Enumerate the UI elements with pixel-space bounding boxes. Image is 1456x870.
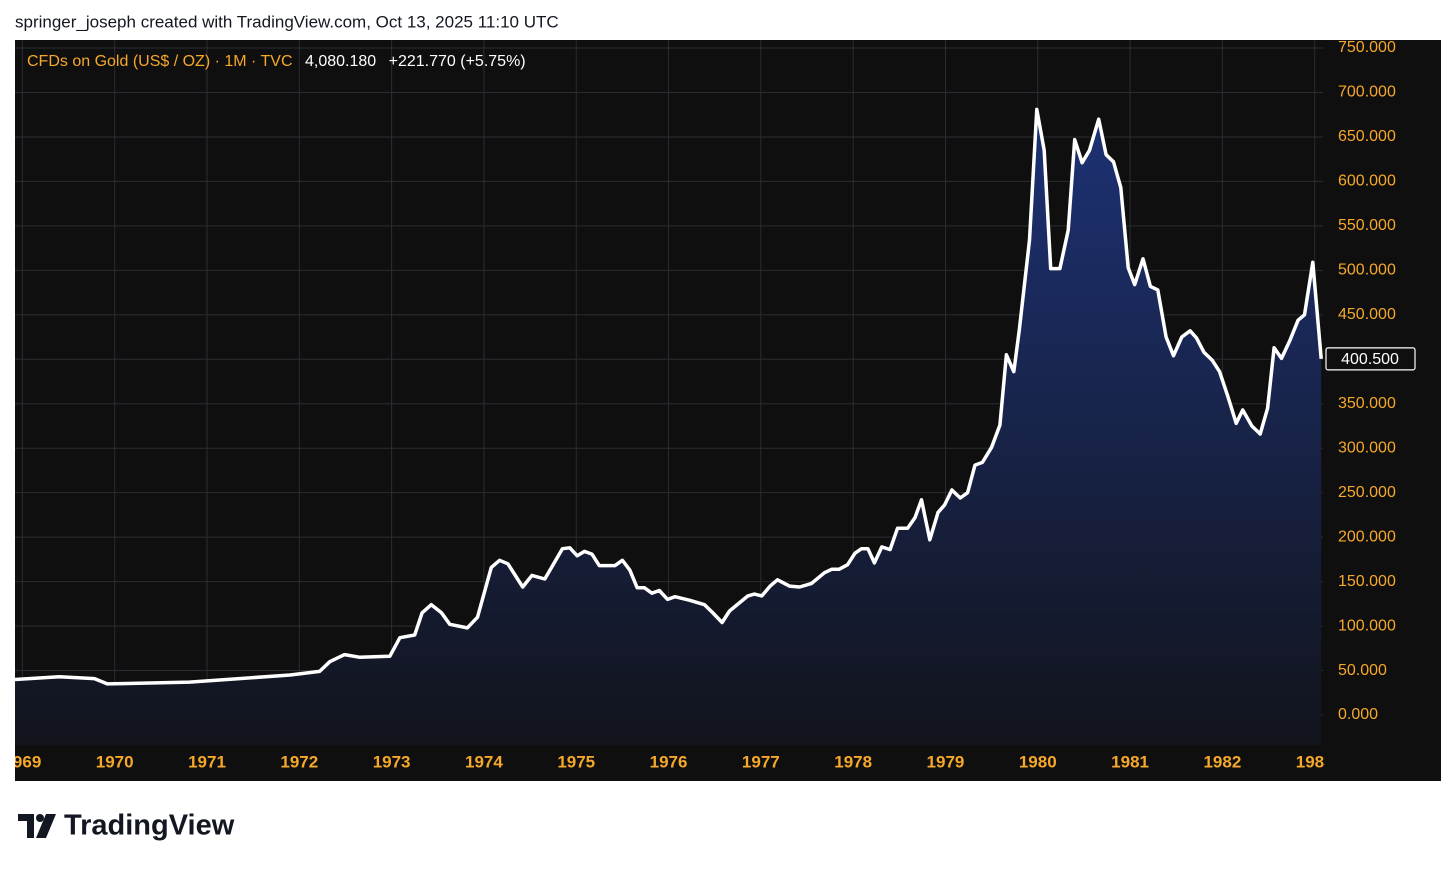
x-tick-label: 1970 [96, 752, 134, 771]
logo-shape [36, 814, 56, 838]
footer-brand: TradingView [64, 810, 235, 842]
symbol-title: CFDs on Gold (US$ / OZ) · 1M · TVC [27, 53, 293, 70]
y-tick-label: 100.000 [1338, 617, 1396, 634]
area-fill [15, 109, 1322, 745]
x-tick-label: 1973 [373, 752, 411, 771]
y-tick-label: 350.000 [1338, 395, 1396, 412]
y-tick-label: 450.000 [1338, 306, 1396, 323]
last-price-label: 400.500 [1341, 351, 1399, 368]
y-tick-label: 150.000 [1338, 573, 1396, 590]
x-tick-label: 1982 [1203, 752, 1241, 771]
y-tick-label: 200.000 [1338, 528, 1396, 545]
x-tick-label: 1971 [188, 752, 226, 771]
price-line [14, 107, 1323, 686]
x-tick-label: 1972 [280, 752, 318, 771]
price-change: +221.770 (+5.75%) [389, 53, 526, 70]
x-tick-label: 1969 [3, 752, 41, 771]
y-tick-label: 500.000 [1338, 262, 1396, 279]
x-tick-label: 1981 [1111, 752, 1149, 771]
x-tick-label: 1980 [1019, 752, 1057, 771]
last-price: 4,080.180 [305, 53, 376, 70]
tradingview-logo: TradingView [18, 810, 235, 842]
y-tick-label: 50.000 [1338, 662, 1387, 679]
x-tick-label: 1977 [742, 752, 780, 771]
logo-shape [18, 814, 34, 838]
y-tick-label: 750.000 [1338, 39, 1396, 56]
y-tick-label: 0.000 [1338, 706, 1378, 723]
x-tick-label: 1983 [1296, 752, 1334, 771]
legend-line: CFDs on Gold (US$ / OZ) · 1M · TVC 4,080… [27, 53, 526, 70]
x-tick-label: 1975 [557, 752, 595, 771]
last-price-box [1325, 347, 1416, 371]
x-tick-label: 1976 [650, 752, 688, 771]
y-tick-label: 250.000 [1338, 484, 1396, 501]
x-tick-label: 1979 [927, 752, 965, 771]
y-tick-label: 600.000 [1338, 173, 1396, 190]
x-tick-label: 1978 [834, 752, 872, 771]
y-tick-label: 300.000 [1338, 439, 1396, 456]
x-tick-label: 1974 [465, 752, 503, 771]
y-tick-label: 650.000 [1338, 128, 1396, 145]
y-tick-label: 550.000 [1338, 217, 1396, 234]
y-tick-label: 700.000 [1338, 84, 1396, 101]
logo-dot [36, 814, 44, 822]
header-text: springer_joseph created with TradingView… [15, 12, 559, 31]
